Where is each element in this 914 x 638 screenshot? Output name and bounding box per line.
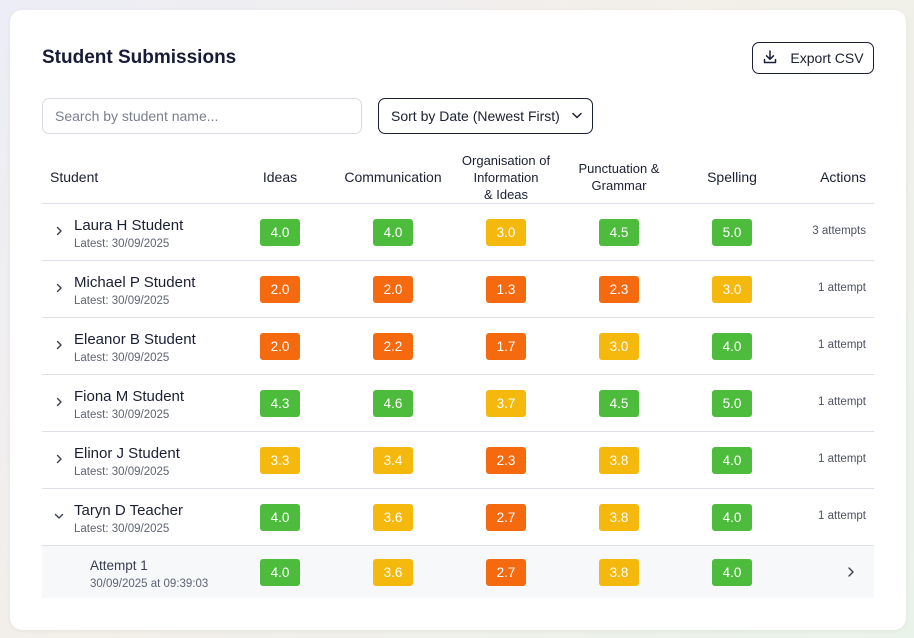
score-spelling: 4.0	[712, 504, 752, 531]
attempts-link[interactable]: 3 attempts	[812, 225, 866, 237]
student-latest-date: Latest: 30/09/2025	[74, 238, 170, 250]
table-row[interactable]: Fiona M Student Latest: 30/09/2025 4.3 4…	[42, 375, 874, 432]
student-cell: Michael P Student Latest: 30/09/2025	[74, 274, 195, 308]
column-actions: Actions	[820, 168, 866, 185]
student-name: Fiona M Student	[74, 388, 185, 405]
score-spelling: 5.0	[712, 219, 752, 246]
score-organisation: 1.7	[486, 333, 526, 360]
column-punctuation-line1: Punctuation &	[578, 161, 660, 176]
chevron-right-icon[interactable]	[54, 283, 64, 293]
attempts-link[interactable]: 1 attempt	[818, 396, 866, 408]
score-ideas: 3.3	[260, 447, 300, 474]
score-communication: 3.6	[373, 504, 413, 531]
sort-dropdown[interactable]: Sort by Date (Newest First)	[378, 98, 593, 134]
chevron-right-icon[interactable]	[846, 566, 856, 578]
attempts-link[interactable]: 1 attempt	[818, 282, 866, 294]
column-ideas: Ideas	[262, 168, 298, 185]
student-latest-date: Latest: 30/09/2025	[74, 523, 170, 535]
score-punctuation: 3.8	[599, 447, 639, 474]
score-ideas: 2.0	[260, 333, 300, 360]
student-name: Eleanor B Student	[74, 331, 196, 348]
attempt-label: Attempt 1	[90, 558, 148, 573]
table-row[interactable]: Laura H Student Latest: 30/09/2025 4.0 4…	[42, 204, 874, 261]
student-cell: Taryn D Teacher Latest: 30/09/2025	[74, 502, 183, 536]
score-spelling: 4.0	[712, 559, 752, 586]
page-title: Student Submissions	[42, 47, 237, 68]
score-communication: 4.6	[373, 390, 413, 417]
score-communication: 3.6	[373, 559, 413, 586]
score-communication: 3.4	[373, 447, 413, 474]
column-organisation-line1: Organisation of	[461, 152, 551, 168]
student-latest-date: Latest: 30/09/2025	[74, 352, 170, 364]
score-punctuation: 4.5	[599, 219, 639, 246]
score-ideas: 4.0	[260, 219, 300, 246]
attempts-link[interactable]: 1 attempt	[818, 510, 866, 522]
student-name: Elinor J Student	[74, 445, 180, 462]
score-organisation: 3.0	[486, 219, 526, 246]
score-spelling: 5.0	[712, 390, 752, 417]
score-punctuation: 3.0	[599, 333, 639, 360]
search-input[interactable]	[42, 98, 362, 134]
student-latest-date: Latest: 30/09/2025	[74, 295, 170, 307]
score-spelling: 3.0	[712, 276, 752, 303]
attempt-date: 30/09/2025 at 09:39:03	[90, 578, 209, 590]
column-organisation: Organisation of Information & Ideas	[451, 150, 561, 204]
export-csv-button[interactable]: Export CSV	[752, 42, 874, 74]
sort-label: Sort by Date (Newest First)	[391, 108, 560, 124]
submissions-table: Student Ideas Communication Organisation…	[42, 150, 874, 598]
attempt-row[interactable]: Attempt 1 30/09/2025 at 09:39:03 4.0 3.6…	[42, 546, 874, 598]
column-punctuation: Punctuation & Grammar	[564, 150, 674, 204]
chevron-right-icon[interactable]	[54, 397, 64, 407]
score-punctuation: 4.5	[599, 390, 639, 417]
table-row[interactable]: Taryn D Teacher Latest: 30/09/2025 4.0 3…	[42, 489, 874, 546]
student-latest-date: Latest: 30/09/2025	[74, 409, 170, 421]
submissions-card: Student Submissions Export CSV Sort by D…	[10, 10, 906, 630]
column-organisation-line3: & Ideas	[483, 186, 529, 202]
score-ideas: 4.3	[260, 390, 300, 417]
student-latest-date: Latest: 30/09/2025	[74, 466, 170, 478]
score-organisation: 1.3	[486, 276, 526, 303]
table-header: Student Ideas Communication Organisation…	[42, 150, 874, 204]
score-punctuation: 2.3	[599, 276, 639, 303]
chevron-right-icon[interactable]	[54, 340, 64, 350]
table-row[interactable]: Elinor J Student Latest: 30/09/2025 3.3 …	[42, 432, 874, 489]
attempt-cell: Attempt 1 30/09/2025 at 09:39:03	[90, 557, 208, 591]
column-student: Student	[50, 168, 99, 185]
student-name: Michael P Student	[74, 274, 196, 291]
score-organisation: 2.7	[486, 559, 526, 586]
score-punctuation: 3.8	[599, 559, 639, 586]
download-icon	[762, 49, 778, 68]
column-organisation-line2: Information	[473, 169, 539, 185]
student-name: Laura H Student	[74, 217, 184, 234]
column-punctuation-line2: Grammar	[591, 178, 647, 193]
student-cell: Elinor J Student Latest: 30/09/2025	[74, 445, 180, 479]
column-spelling: Spelling	[707, 168, 757, 185]
score-organisation: 3.7	[486, 390, 526, 417]
chevron-down-icon	[570, 108, 584, 125]
table-row[interactable]: Michael P Student Latest: 30/09/2025 2.0…	[42, 261, 874, 318]
attempts-link[interactable]: 1 attempt	[818, 339, 866, 351]
student-cell: Fiona M Student Latest: 30/09/2025	[74, 388, 184, 422]
student-name: Taryn D Teacher	[74, 502, 183, 519]
score-ideas: 4.0	[260, 559, 300, 586]
student-cell: Eleanor B Student Latest: 30/09/2025	[74, 331, 196, 365]
attempts-link[interactable]: 1 attempt	[818, 453, 866, 465]
score-organisation: 2.3	[486, 447, 526, 474]
export-csv-label: Export CSV	[790, 50, 864, 66]
score-ideas: 4.0	[260, 504, 300, 531]
score-spelling: 4.0	[712, 333, 752, 360]
chevron-right-icon[interactable]	[54, 226, 64, 236]
chevron-right-icon[interactable]	[54, 454, 64, 464]
score-organisation: 2.7	[486, 504, 526, 531]
student-cell: Laura H Student Latest: 30/09/2025	[74, 217, 183, 251]
score-punctuation: 3.8	[599, 504, 639, 531]
table-row[interactable]: Eleanor B Student Latest: 30/09/2025 2.0…	[42, 318, 874, 375]
column-communication: Communication	[344, 168, 442, 185]
score-ideas: 2.0	[260, 276, 300, 303]
score-communication: 4.0	[373, 219, 413, 246]
chevron-down-icon[interactable]	[54, 511, 64, 521]
score-communication: 2.0	[373, 276, 413, 303]
score-spelling: 4.0	[712, 447, 752, 474]
score-communication: 2.2	[373, 333, 413, 360]
